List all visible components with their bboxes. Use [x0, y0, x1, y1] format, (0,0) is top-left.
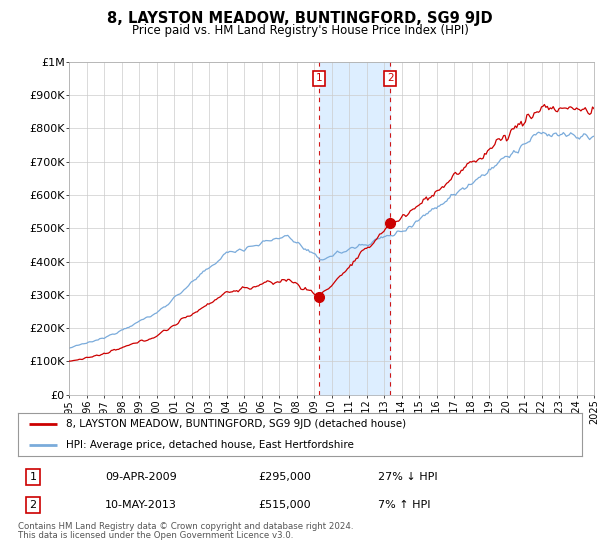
Text: This data is licensed under the Open Government Licence v3.0.: This data is licensed under the Open Gov… [18, 531, 293, 540]
Text: 1: 1 [29, 472, 37, 482]
Text: 2: 2 [29, 500, 37, 510]
Text: 10-MAY-2013: 10-MAY-2013 [105, 500, 177, 510]
Text: 1: 1 [316, 73, 322, 83]
Text: £295,000: £295,000 [258, 472, 311, 482]
Text: 27% ↓ HPI: 27% ↓ HPI [378, 472, 437, 482]
Text: 8, LAYSTON MEADOW, BUNTINGFORD, SG9 9JD: 8, LAYSTON MEADOW, BUNTINGFORD, SG9 9JD [107, 11, 493, 26]
Text: HPI: Average price, detached house, East Hertfordshire: HPI: Average price, detached house, East… [66, 441, 354, 450]
Text: 09-APR-2009: 09-APR-2009 [105, 472, 177, 482]
Text: 8, LAYSTON MEADOW, BUNTINGFORD, SG9 9JD (detached house): 8, LAYSTON MEADOW, BUNTINGFORD, SG9 9JD … [66, 419, 406, 428]
Text: 2: 2 [387, 73, 394, 83]
Text: £515,000: £515,000 [258, 500, 311, 510]
Text: Price paid vs. HM Land Registry's House Price Index (HPI): Price paid vs. HM Land Registry's House … [131, 24, 469, 36]
Text: Contains HM Land Registry data © Crown copyright and database right 2024.: Contains HM Land Registry data © Crown c… [18, 522, 353, 531]
Text: 7% ↑ HPI: 7% ↑ HPI [378, 500, 431, 510]
